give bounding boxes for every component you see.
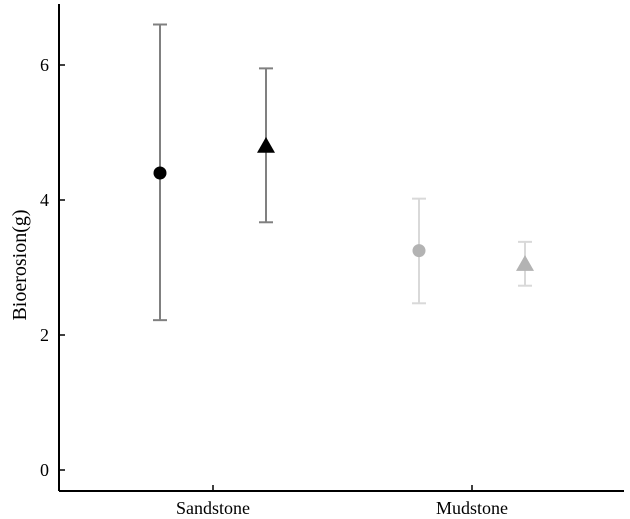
data-point-triangle (257, 137, 275, 153)
data-point-circle (153, 166, 167, 180)
data-point-group (257, 67, 275, 224)
data-point-group (412, 197, 426, 305)
x-tick-label: Sandstone (176, 498, 250, 518)
y-axis-title: Bioerosion(g) (9, 209, 31, 320)
data-point-triangle (516, 255, 534, 271)
y-tick-label: 2 (40, 325, 49, 345)
y-tick-label: 0 (40, 460, 49, 480)
x-tick-label: Mudstone (436, 498, 508, 518)
data-point-circle (412, 244, 426, 258)
y-tick-label: 6 (40, 55, 49, 75)
data-point-group (153, 23, 167, 322)
marks (153, 23, 534, 322)
axes: 0 2 4 6 Sandstone Mudstone (40, 4, 624, 518)
data-point-group (516, 240, 534, 287)
y-tick-label: 4 (40, 190, 49, 210)
